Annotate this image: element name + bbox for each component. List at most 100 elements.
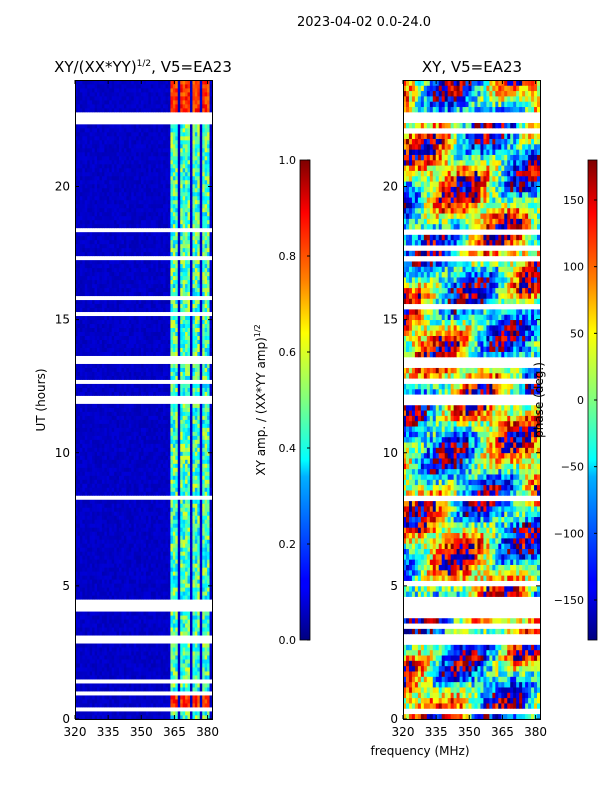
amp-cell [121, 567, 125, 572]
amp-cell [119, 331, 122, 336]
amp-cell [180, 579, 184, 584]
amp-cell [141, 539, 144, 544]
amp-cell [94, 507, 98, 512]
amp-cell [119, 403, 122, 408]
amp-cell [143, 351, 147, 356]
amp-cell [209, 571, 213, 576]
amp-cell [202, 431, 206, 436]
amp-cell [138, 655, 142, 660]
amp-cell [121, 559, 125, 564]
amp-cell [209, 555, 213, 560]
amp-cell [114, 579, 117, 584]
amp-cell [128, 471, 132, 476]
amp-cell [204, 675, 208, 680]
amp-cell [82, 407, 86, 412]
amp-cell [92, 315, 95, 321]
amp-cell [143, 335, 147, 340]
amp-cell [185, 443, 188, 448]
amp-cell [77, 575, 81, 580]
amp-cell [106, 523, 110, 528]
amp-cell [182, 655, 186, 660]
amp-cell [92, 523, 95, 528]
amp-cell [167, 471, 171, 476]
amp-cell [99, 459, 103, 464]
amp-cell [175, 571, 179, 576]
amp-cell [101, 671, 105, 676]
amp-cell [187, 487, 191, 492]
amp-cell [202, 567, 206, 572]
amp-cell [170, 319, 174, 325]
amp-cell [185, 563, 188, 568]
amp-cell [116, 663, 120, 668]
amp-cell [79, 411, 83, 416]
amp-cell [182, 503, 186, 508]
amp-cell [77, 323, 81, 329]
amp-cell [187, 459, 191, 464]
amp-cell [165, 595, 169, 600]
amp-cell [175, 419, 179, 424]
amp-cell [101, 327, 105, 333]
amp-cell [160, 335, 164, 340]
amp-cell [204, 615, 208, 620]
amp-cell [163, 427, 166, 432]
amp-cell [175, 543, 179, 548]
amp-cell [172, 479, 176, 484]
amp-cell [92, 611, 95, 616]
amp-cell [194, 547, 198, 552]
amp-cell [165, 431, 169, 436]
amp-cell [165, 515, 169, 520]
amp-cell [153, 303, 157, 309]
amp-cell [121, 479, 125, 484]
amp-cell [131, 687, 135, 692]
amp-cell [189, 523, 193, 528]
amp-cell [114, 351, 117, 356]
amp-cell [114, 547, 117, 552]
amp-cell [175, 447, 179, 452]
amp-cell [123, 339, 127, 344]
amp-cell [126, 407, 130, 412]
amp-cell [119, 595, 122, 600]
amp-cell [119, 491, 122, 496]
amp-cell [101, 367, 105, 372]
amp-cell [131, 467, 135, 472]
amp-cell [194, 419, 198, 424]
amp-cell [160, 515, 164, 520]
amp-cell [109, 411, 113, 416]
amp-cell [111, 643, 115, 648]
amp-cell [172, 491, 176, 496]
amp-cell [189, 575, 193, 580]
amp-cell [111, 623, 115, 628]
amp-cell [163, 543, 166, 548]
amp-cell [131, 667, 135, 672]
amp-cell [75, 579, 78, 584]
amp-cell [128, 555, 132, 560]
amp-cell [87, 699, 91, 704]
amp-cell [94, 527, 98, 532]
amp-cell [121, 463, 125, 468]
amp-cell [75, 715, 78, 720]
amp-cell [185, 651, 188, 656]
amp-cell [128, 435, 132, 440]
amp-cell [150, 471, 154, 476]
amp-cell [209, 459, 213, 464]
amp-cell [109, 487, 113, 492]
amp-cell [82, 307, 86, 313]
amp-cell [145, 511, 149, 516]
amp-cell [99, 479, 103, 484]
amp-cell [170, 535, 174, 540]
amp-cell [79, 551, 83, 556]
amp-cell [160, 307, 164, 313]
amp-cell [209, 699, 213, 704]
amp-cell [150, 539, 154, 544]
amp-cell [209, 527, 213, 532]
amp-cell [194, 415, 198, 420]
amp-cell [136, 339, 140, 344]
amp-cell [77, 667, 81, 672]
amp-cell [114, 371, 117, 376]
amp-cell [99, 611, 103, 616]
amp-cell [160, 339, 164, 344]
amp-cell [123, 659, 127, 664]
amp-cell [175, 367, 179, 372]
amp-cell [133, 467, 137, 472]
amp-cell [89, 515, 93, 520]
